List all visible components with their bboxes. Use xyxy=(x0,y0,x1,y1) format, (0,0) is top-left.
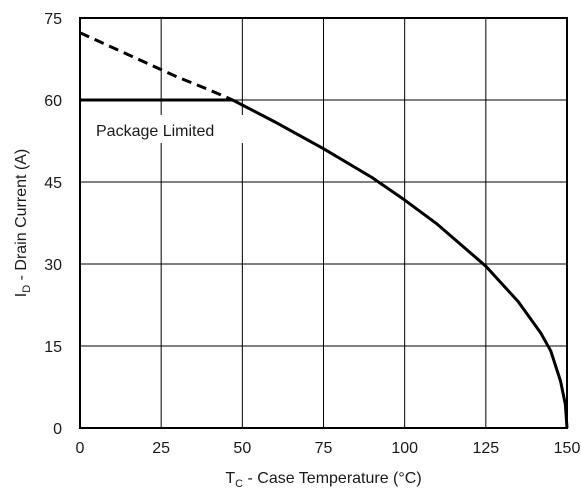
x-tick-label: 75 xyxy=(315,440,333,457)
y-axis-label: ID - Drain Current (A) xyxy=(13,149,33,297)
y-tick-label: 75 xyxy=(44,11,62,28)
y-tick-label: 45 xyxy=(44,175,62,192)
grid-lines xyxy=(79,17,568,429)
plot-frame xyxy=(79,17,568,429)
annotation-package-limited: Package Limited xyxy=(96,123,214,140)
x-tick-label: 0 xyxy=(76,440,85,457)
y-tick-label: 60 xyxy=(44,93,62,110)
y-tick-label: 0 xyxy=(53,421,62,438)
x-tick-label: 50 xyxy=(233,440,251,457)
y-tick-label: 15 xyxy=(44,339,62,356)
x-tick-label: 100 xyxy=(391,440,418,457)
data-lines xyxy=(79,31,569,429)
series-line-dashed xyxy=(79,31,234,102)
x-tick-label: 25 xyxy=(152,440,170,457)
x-tick-labels: 0 25 50 75 100 125 150 xyxy=(76,440,581,457)
y-tick-label: 30 xyxy=(44,257,62,274)
y-tick-labels: 0 15 30 45 60 75 xyxy=(44,11,62,438)
annotation-background xyxy=(88,115,248,143)
x-axis-label: TC - Case Temperature (°C) xyxy=(225,470,421,490)
series-line-solid xyxy=(231,98,569,429)
x-tick-label: 150 xyxy=(554,440,581,457)
x-tick-label: 125 xyxy=(472,440,499,457)
